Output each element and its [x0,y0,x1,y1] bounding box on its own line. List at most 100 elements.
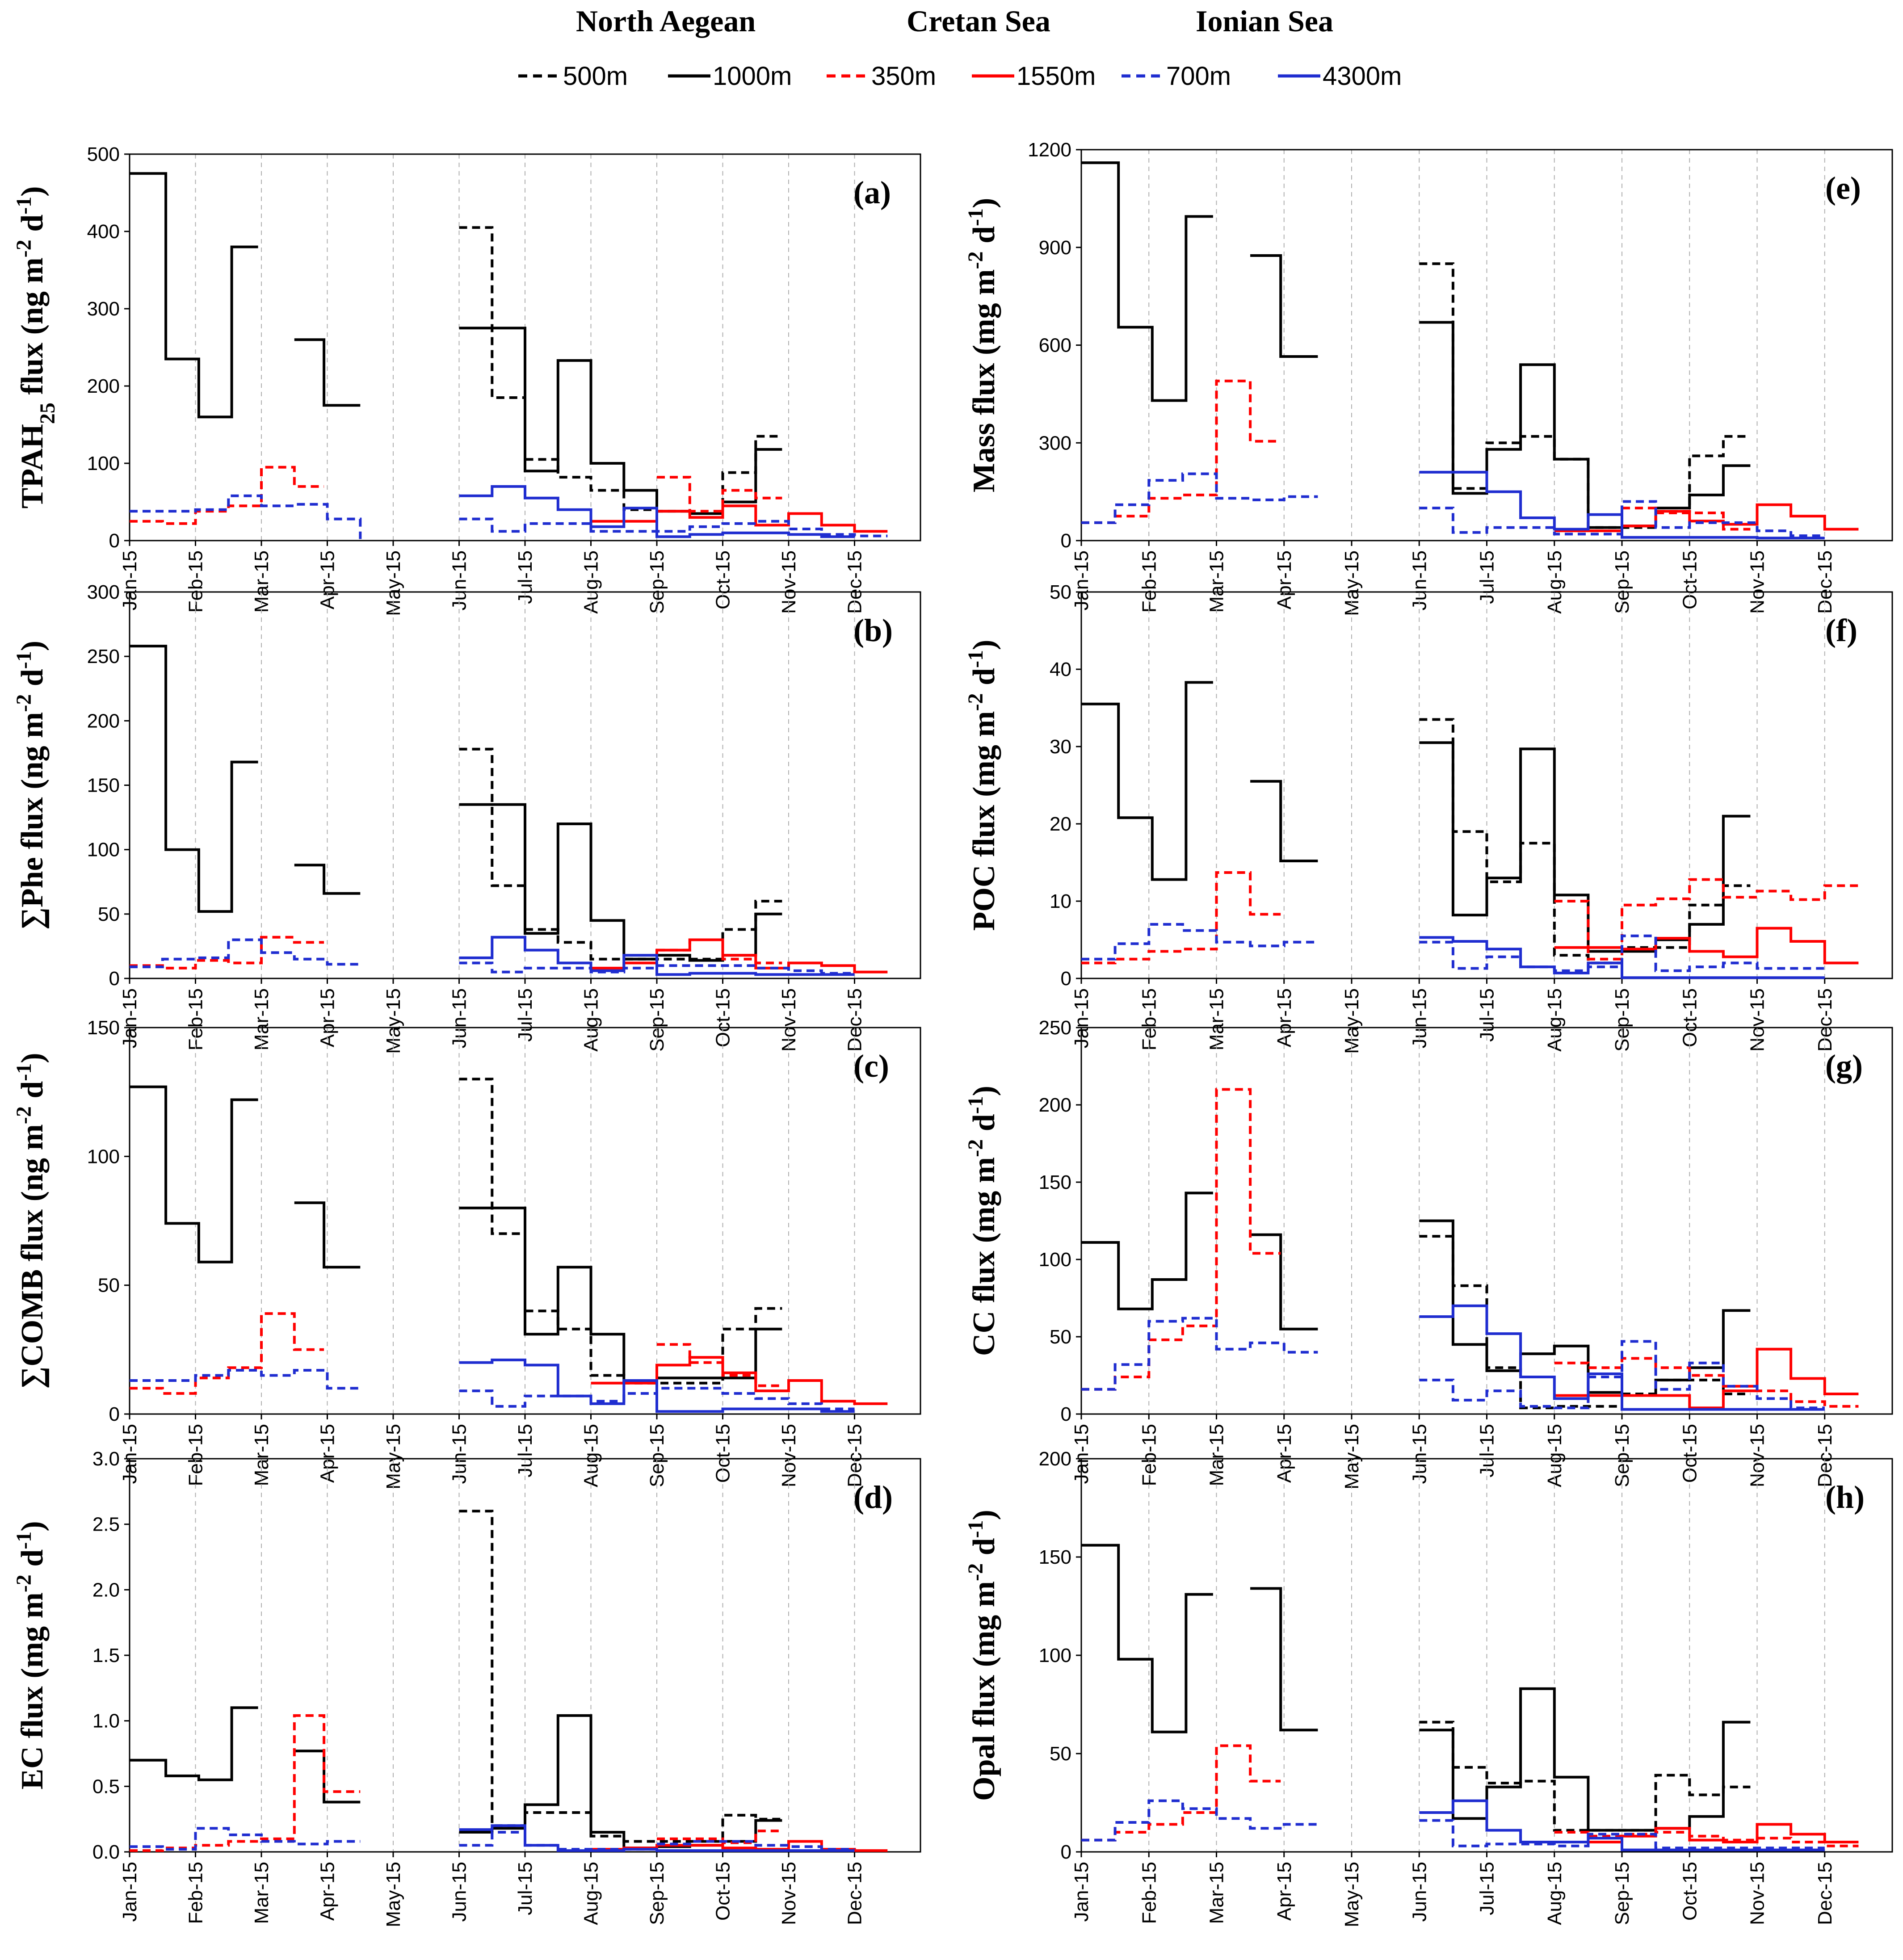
series-c-1000m [130,1085,782,1382]
ytick-label-e-3: 900 [1039,237,1071,259]
ylabel-part-b-ylabel: ∑Phe flux (ng m [15,712,50,930]
series-line-e-700m-0 [1081,472,1318,524]
ylabel-part-e-ylabel_unit_mid: d [967,226,1001,252]
ylabel-part-g-ylabel_unit_sup2: -1 [964,1096,987,1114]
series-line-c-1000m-0 [130,1085,258,1263]
ytick-label-b-5: 250 [87,646,120,667]
series-line-a-500m-0 [459,226,782,515]
ytick-label-c-0: 0 [109,1403,120,1425]
series-line-d-4300m-0 [459,1824,855,1852]
ylabel-part-d-ylabel_end: ) [15,1521,50,1531]
ytick-label-h-3: 150 [1039,1546,1071,1568]
series-line-h-500m-0 [1419,1721,1751,1832]
xtick-label-h-4: May-15 [1341,1862,1363,1927]
xtick-label-g-3: Apr-15 [1273,1424,1295,1483]
series-line-g-700m-1 [1419,1340,1825,1410]
plot-frame-f [1080,591,1893,979]
panel-label-g: (g) [1825,1048,1863,1084]
series-line-a-350m-0 [130,466,324,525]
ytick-label-f-5: 50 [1050,581,1071,603]
series-b-500m [459,747,782,961]
ylabel-part-h-ylabel_end: ) [967,1510,1001,1520]
series-e-700m [1081,472,1825,537]
ylabel-part-e-ylabel_end: ) [967,198,1001,208]
series-line-f-700m-0 [1081,923,1318,961]
xtick-label-f-7: Aug-15 [1544,988,1566,1052]
ylabel-part-d-ylabel_unit_sup2: -1 [12,1532,36,1549]
legend-label-1000m: 1000m [713,62,792,91]
ylabel-part-f-ylabel_unit_sup2: -1 [964,650,987,668]
series-line-g-700m-0 [1081,1317,1318,1391]
xtick-label-h-2: Mar-15 [1206,1862,1228,1924]
series-line-g-500m-0 [1419,1235,1751,1410]
series-line-f-350m-0 [1081,871,1281,965]
series-a-4300m [459,485,855,538]
series-a-700m [130,494,888,539]
series-line-h-700m-0 [1081,1799,1318,1842]
xtick-label-a-9: Oct-15 [712,550,734,609]
series-b-4300m [459,936,855,976]
xtick-label-b-8: Sep-15 [646,988,668,1052]
xtick-label-c-9: Oct-15 [712,1424,734,1483]
series-line-b-4300m-0 [459,936,855,976]
series-line-e-500m-0 [1419,262,1751,529]
series-line-f-700m-1 [1419,934,1825,972]
series-line-e-350m-0 [1081,379,1281,524]
panel-label-a: (a) [853,175,891,210]
series-line-f-500m-0 [1419,718,1751,965]
series-line-g-1550m-0 [1554,1347,1859,1410]
xtick-label-d-10: Nov-15 [778,1862,800,1925]
series-line-e-1000m-2 [1419,321,1751,529]
ytick-label-g-1: 50 [1050,1326,1071,1348]
series-d-500m [459,1510,782,1843]
ytick-label-f-3: 30 [1050,736,1071,758]
series-line-f-1550m-0 [1554,927,1859,965]
series-f-1550m [1554,927,1859,965]
series-b-1000m [130,645,782,962]
ytick-label-d-3: 1.5 [92,1645,120,1666]
xtick-label-f-2: Mar-15 [1206,988,1228,1050]
ytick-label-d-5: 2.5 [92,1514,120,1536]
ytick-label-b-3: 150 [87,775,120,797]
ylabel-part-g-ylabel_unit_sup: -2 [964,1139,987,1157]
xtick-label-b-4: May-15 [382,988,404,1054]
panel-label-e: (e) [1825,170,1861,206]
ylabel-g: CC flux (mg m-2 d-1) [964,1086,1002,1356]
ytick-label-e-4: 1200 [1028,139,1071,161]
series-d-1000m [130,1706,782,1850]
ylabel-part-h-ylabel_unit_sup2: -1 [964,1520,987,1538]
series-h-350m [1081,1744,1859,1847]
series-line-d-1000m-2 [459,1714,782,1850]
series-line-b-1000m-0 [130,645,258,913]
ytick-label-b-1: 50 [98,903,120,925]
series-line-a-700m-1 [459,517,888,537]
series-b-700m [130,938,855,975]
series-line-g-1000m-1 [1250,1233,1318,1330]
panel-label-b: (b) [853,613,893,648]
xtick-label-d-6: Jul-15 [514,1862,536,1915]
ytick-label-a-3: 300 [87,298,120,320]
ylabel-part-a-ylabel: TPAH [15,424,50,508]
xtick-label-d-0: Jan-15 [119,1862,141,1922]
legend-label-700m: 700m [1166,62,1231,91]
series-f-500m [1419,718,1751,965]
series-f-1000m [1081,681,1751,953]
ylabel-c: ∑COMB flux (ng m-2 d-1) [12,1053,50,1389]
ylabel-part-b-ylabel_unit_sup: -2 [12,694,36,712]
xtick-label-f-1: Feb-15 [1138,988,1160,1050]
xtick-label-b-11: Dec-15 [844,988,866,1052]
series-line-h-700m-1 [1419,1819,1825,1850]
series-line-c-500m-0 [459,1078,782,1385]
series-line-e-4300m-0 [1419,470,1825,540]
series-f-700m [1081,923,1825,972]
series-d-700m [130,1827,855,1851]
series-line-f-1000m-0 [1081,681,1213,881]
xtick-label-f-4: May-15 [1341,988,1363,1054]
series-a-1000m [130,172,782,515]
series-line-c-1000m-1 [294,1201,361,1269]
legend-regions: North Aegean Cretan Sea Ionian Sea [576,4,1333,38]
series-e-350m [1081,379,1751,531]
xtick-label-f-11: Dec-15 [1814,988,1836,1052]
